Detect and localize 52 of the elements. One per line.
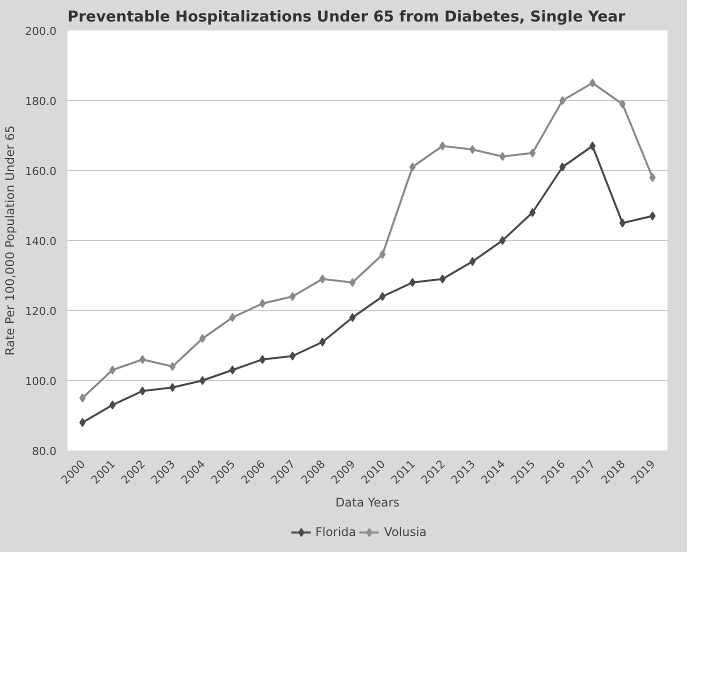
point (289, 292, 296, 301)
point (79, 418, 86, 427)
point (619, 218, 626, 228)
point (559, 96, 566, 105)
point (109, 366, 116, 374)
point (259, 355, 266, 364)
point (499, 152, 506, 161)
point (319, 274, 326, 284)
chart-title: Preventable Hospitalizations Under 65 from Diabetes, Single Year (68, 8, 626, 26)
point (409, 278, 416, 287)
point (199, 334, 206, 343)
y-tick-label: 180.0 (25, 95, 57, 108)
point (499, 236, 506, 245)
point (619, 100, 626, 108)
point (289, 352, 296, 360)
point (469, 257, 476, 266)
legend-label: Volusia (384, 525, 427, 539)
point (409, 162, 416, 172)
y-tick-label: 80.0 (32, 445, 57, 458)
point (379, 250, 386, 259)
point (559, 162, 566, 172)
point (379, 292, 386, 301)
legend-label: Florida (315, 525, 356, 539)
point (589, 78, 596, 88)
point (439, 142, 446, 150)
point (169, 362, 176, 371)
point (229, 313, 236, 322)
point (469, 145, 476, 154)
point (529, 208, 536, 217)
point (79, 394, 86, 402)
point (229, 366, 236, 374)
point (649, 173, 656, 182)
point (649, 212, 656, 220)
point (139, 386, 146, 396)
point (589, 142, 596, 150)
point (169, 383, 176, 392)
y-tick-label: 140.0 (25, 235, 57, 248)
point (529, 148, 536, 158)
y-tick-label: 120.0 (25, 305, 57, 318)
y-tick-label: 100.0 (25, 375, 57, 388)
point (199, 376, 206, 385)
point (439, 274, 446, 284)
x-axis-title: Data Years (335, 496, 400, 510)
point (349, 278, 356, 287)
point (319, 338, 326, 346)
point (139, 355, 146, 364)
y-tick-label: 200.0 (25, 25, 57, 38)
point (349, 313, 356, 322)
y-tick-label: 160.0 (25, 165, 57, 178)
point (259, 299, 266, 308)
point (109, 400, 116, 410)
y-axis-title: Rate Per 100,000 Population Under 65 (3, 126, 18, 356)
